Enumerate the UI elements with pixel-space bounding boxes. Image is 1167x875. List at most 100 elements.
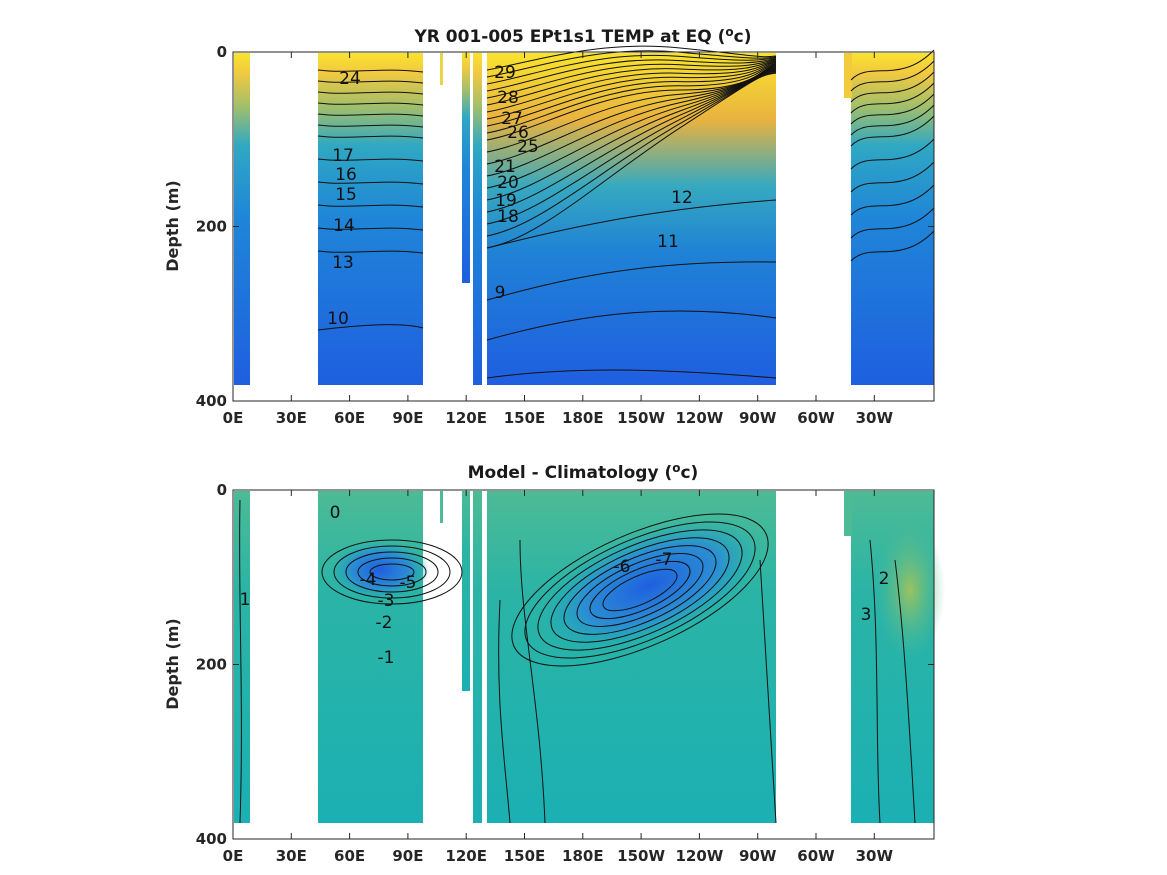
isotherm-line — [486, 61, 777, 120]
x-tick-label: 180E — [562, 409, 604, 427]
bias-contour-line — [759, 559, 777, 824]
isotherm-line — [486, 62, 777, 127]
x-tick-label: 60W — [797, 847, 835, 865]
bias-contour-line — [894, 559, 916, 824]
bottom-y-axis-label: Depth (m) — [163, 618, 182, 710]
contour-label: -5 — [400, 573, 417, 593]
x-tick-label: 60E — [334, 847, 365, 865]
top-y-axis: 0 200 400 — [196, 43, 934, 410]
contour-label: 3 — [861, 605, 872, 625]
contour-label: 18 — [497, 207, 519, 227]
isotherm-line — [317, 91, 424, 95]
isotherm-line — [486, 261, 777, 301]
contour-label: -4 — [360, 570, 377, 590]
contour-label: -2 — [376, 613, 393, 633]
isotherm-line — [850, 60, 935, 92]
isotherm-line — [850, 184, 935, 216]
y-tick-label: 0 — [217, 481, 227, 499]
bias-contour-line — [321, 539, 463, 605]
x-tick-label: 150W — [617, 409, 665, 427]
isotherm-line — [850, 161, 935, 193]
contour-label: 21 — [494, 157, 516, 177]
isotherm-line — [486, 60, 777, 106]
contour-label: 14 — [333, 216, 355, 236]
x-tick-label: 90E — [392, 847, 423, 865]
isotherm-line — [317, 113, 424, 117]
isotherm-line — [486, 63, 777, 134]
x-tick-label: 150E — [504, 847, 546, 865]
bias-contour-line — [550, 537, 730, 643]
x-tick-label: 120E — [445, 409, 487, 427]
y-tick-label: 200 — [196, 218, 227, 236]
bias-contour-line — [345, 551, 439, 593]
isotherm-line — [850, 230, 935, 262]
contour-label: 24 — [339, 69, 361, 89]
x-tick-label: 30E — [276, 409, 307, 427]
bias-contour-line — [602, 568, 678, 612]
bias-contour-line — [576, 553, 704, 627]
bias-contour-line — [498, 599, 511, 824]
isotherm-line — [317, 124, 424, 128]
contour-label: 20 — [497, 173, 519, 193]
contour-label: 26 — [507, 123, 529, 143]
x-tick-label: 90E — [392, 409, 423, 427]
isotherm-line — [317, 135, 424, 139]
isotherm-line — [850, 71, 935, 103]
isotherm-line — [486, 59, 777, 99]
contour-label: 28 — [497, 88, 519, 108]
x-tick-label: 60W — [797, 409, 835, 427]
bias-contour-line — [519, 539, 546, 824]
contour-label: 29 — [494, 63, 516, 83]
isotherm-line — [850, 104, 935, 136]
isotherm-line — [317, 80, 424, 84]
isotherm-line — [486, 54, 777, 85]
x-tick-label: 0E — [223, 847, 244, 865]
bias-contour-line — [524, 521, 756, 659]
top-temperature-field — [234, 53, 934, 385]
x-tick-label: 120E — [445, 847, 487, 865]
bottom-panel-title: Model - Climatology (oc) — [468, 461, 699, 483]
isotherm-line — [317, 324, 424, 331]
bottom-contour-lines — [239, 499, 916, 824]
x-tick-label: 120W — [675, 847, 723, 865]
bottom-contour-labels: 0 -1 -2-3-4 -5 -6 -7 1 23 — [240, 503, 890, 668]
contour-label: 0 — [330, 503, 341, 523]
contour-label: 10 — [327, 309, 349, 329]
isotherm-line — [486, 72, 777, 249]
top-x-axis: 0E 30E 60E 90E 120E 150E 180E 150W 120W 90W 60W 30W — [223, 52, 894, 427]
bias-contour-line — [869, 539, 881, 824]
bias-contour-line — [357, 557, 427, 587]
x-tick-label: 30E — [276, 847, 307, 865]
bottom-x-axis: 0E 30E 60E 90E 120E 150E 180E 150W 120W 90W 60W 30W — [223, 490, 893, 865]
contour-label: 17 — [332, 146, 354, 166]
contour-label: 27 — [501, 109, 523, 129]
contour-label: -1 — [378, 648, 395, 668]
x-tick-label: 120W — [675, 409, 723, 427]
bias-contour-line — [333, 545, 451, 599]
x-tick-label: 90W — [739, 409, 777, 427]
isotherm-line — [850, 207, 935, 239]
y-tick-label: 200 — [196, 656, 227, 674]
bottom-y-axis: 0 200 400 — [196, 481, 934, 848]
contour-label: 13 — [332, 253, 354, 273]
isotherm-line — [486, 58, 777, 92]
x-tick-label: 60E — [334, 409, 365, 427]
bias-contour-line — [239, 499, 242, 824]
isotherm-line — [486, 310, 777, 341]
contour-label: 25 — [517, 137, 539, 157]
top-contour-lines — [317, 45, 935, 379]
x-tick-label: 30W — [856, 409, 894, 427]
contour-label: 9 — [495, 283, 506, 303]
bias-contour-line — [511, 513, 769, 667]
x-tick-label: 150E — [504, 409, 546, 427]
contour-label: -3 — [378, 591, 395, 611]
top-y-axis-label: Depth (m) — [163, 180, 182, 272]
contour-label: 15 — [335, 185, 357, 205]
isotherm-line — [850, 115, 935, 147]
isotherm-line — [317, 69, 424, 73]
isotherm-line — [317, 227, 424, 231]
contour-label: 12 — [671, 188, 693, 208]
bottom-bias-field — [234, 491, 945, 823]
